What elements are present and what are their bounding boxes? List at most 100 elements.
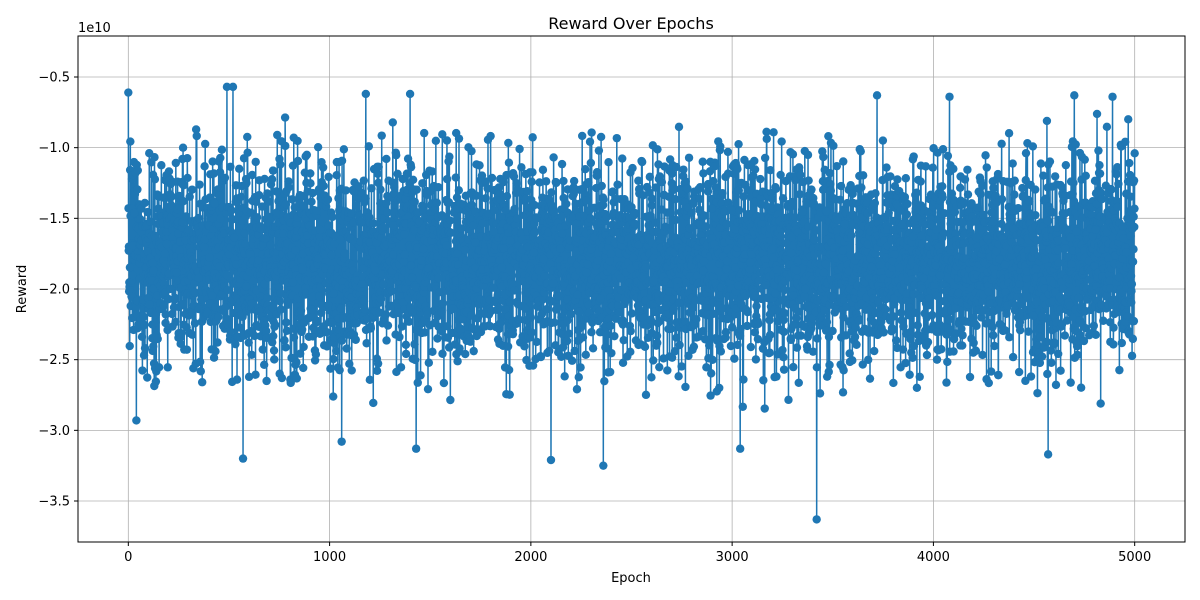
- data-point: [1022, 292, 1031, 301]
- data-point: [915, 372, 924, 382]
- data-point: [347, 366, 356, 375]
- data-point: [299, 363, 308, 373]
- data-point: [307, 305, 316, 314]
- data-point: [143, 373, 152, 382]
- data-point: [172, 268, 182, 277]
- data-point: [949, 347, 958, 356]
- data-point: [886, 172, 895, 181]
- data-point: [707, 204, 716, 213]
- data-point: [789, 362, 798, 372]
- data-point: [870, 346, 879, 356]
- data-point: [178, 299, 188, 309]
- data-point: [744, 209, 753, 219]
- data-point: [1087, 210, 1096, 220]
- data-point: [671, 195, 680, 204]
- data-point: [324, 172, 333, 182]
- data-point: [1010, 176, 1019, 185]
- data-point: [289, 333, 299, 342]
- data-point: [928, 163, 938, 172]
- data-point: [528, 133, 537, 142]
- data-point: [433, 252, 442, 261]
- data-point: [272, 208, 282, 217]
- data-point: [613, 180, 622, 189]
- data-point: [1069, 178, 1078, 188]
- data-point: [1064, 287, 1074, 297]
- data-point: [661, 222, 670, 232]
- data-point: [446, 395, 455, 405]
- data-point: [502, 170, 511, 180]
- data-point: [378, 223, 388, 232]
- data-point: [211, 347, 220, 356]
- data-point: [140, 320, 149, 330]
- data-point: [698, 266, 708, 275]
- data-point: [511, 220, 520, 230]
- data-point: [232, 375, 242, 384]
- data-point: [162, 239, 172, 249]
- data-point: [367, 184, 376, 193]
- data-point: [362, 339, 371, 348]
- data-point: [689, 199, 698, 208]
- data-point: [185, 192, 194, 201]
- data-point: [716, 142, 725, 151]
- data-point: [251, 370, 260, 379]
- data-point: [424, 264, 433, 273]
- data-point: [369, 398, 378, 408]
- data-point: [819, 268, 829, 278]
- data-point: [413, 378, 422, 387]
- data-point: [819, 152, 828, 162]
- data-point: [287, 195, 297, 204]
- data-point: [1041, 194, 1050, 203]
- data-point: [795, 190, 804, 199]
- data-point: [521, 253, 530, 263]
- data-point: [1080, 155, 1089, 164]
- data-point: [128, 270, 137, 280]
- data-point: [626, 326, 635, 336]
- data-point: [954, 288, 963, 298]
- data-point: [647, 201, 657, 210]
- data-point: [704, 341, 714, 350]
- data-point: [1036, 332, 1045, 342]
- data-point: [874, 297, 883, 306]
- data-point: [688, 303, 698, 312]
- data-point: [653, 338, 662, 348]
- data-point: [689, 342, 699, 351]
- data-point: [235, 323, 245, 332]
- data-point: [858, 171, 868, 180]
- data-point: [1042, 337, 1051, 347]
- data-point: [718, 188, 727, 198]
- data-point: [804, 176, 813, 185]
- data-point: [626, 347, 635, 357]
- data-point: [540, 272, 550, 281]
- data-point: [584, 300, 593, 310]
- data-point: [617, 241, 626, 250]
- data-point: [408, 308, 418, 318]
- data-point: [532, 214, 541, 223]
- data-point: [932, 355, 942, 364]
- data-point: [337, 156, 347, 165]
- data-point: [722, 220, 731, 229]
- data-point: [824, 131, 833, 141]
- data-point: [786, 248, 796, 258]
- data-point: [612, 133, 622, 143]
- data-point: [1063, 252, 1073, 261]
- data-point: [452, 193, 462, 202]
- data-point: [989, 183, 998, 193]
- data-point: [652, 331, 662, 341]
- data-point: [727, 206, 736, 215]
- data-point: [157, 161, 166, 170]
- data-point: [150, 175, 160, 184]
- data-point: [434, 183, 443, 192]
- data-point: [976, 190, 985, 199]
- data-point: [138, 366, 147, 375]
- data-point: [1114, 179, 1123, 189]
- data-point: [599, 195, 608, 204]
- data-point: [292, 374, 301, 383]
- data-point: [1117, 338, 1127, 348]
- data-point: [759, 376, 768, 385]
- data-point: [930, 281, 939, 291]
- data-point: [307, 197, 316, 206]
- data-point: [1079, 336, 1089, 346]
- data-point: [490, 205, 499, 215]
- data-point: [150, 153, 159, 162]
- data-point: [483, 184, 492, 193]
